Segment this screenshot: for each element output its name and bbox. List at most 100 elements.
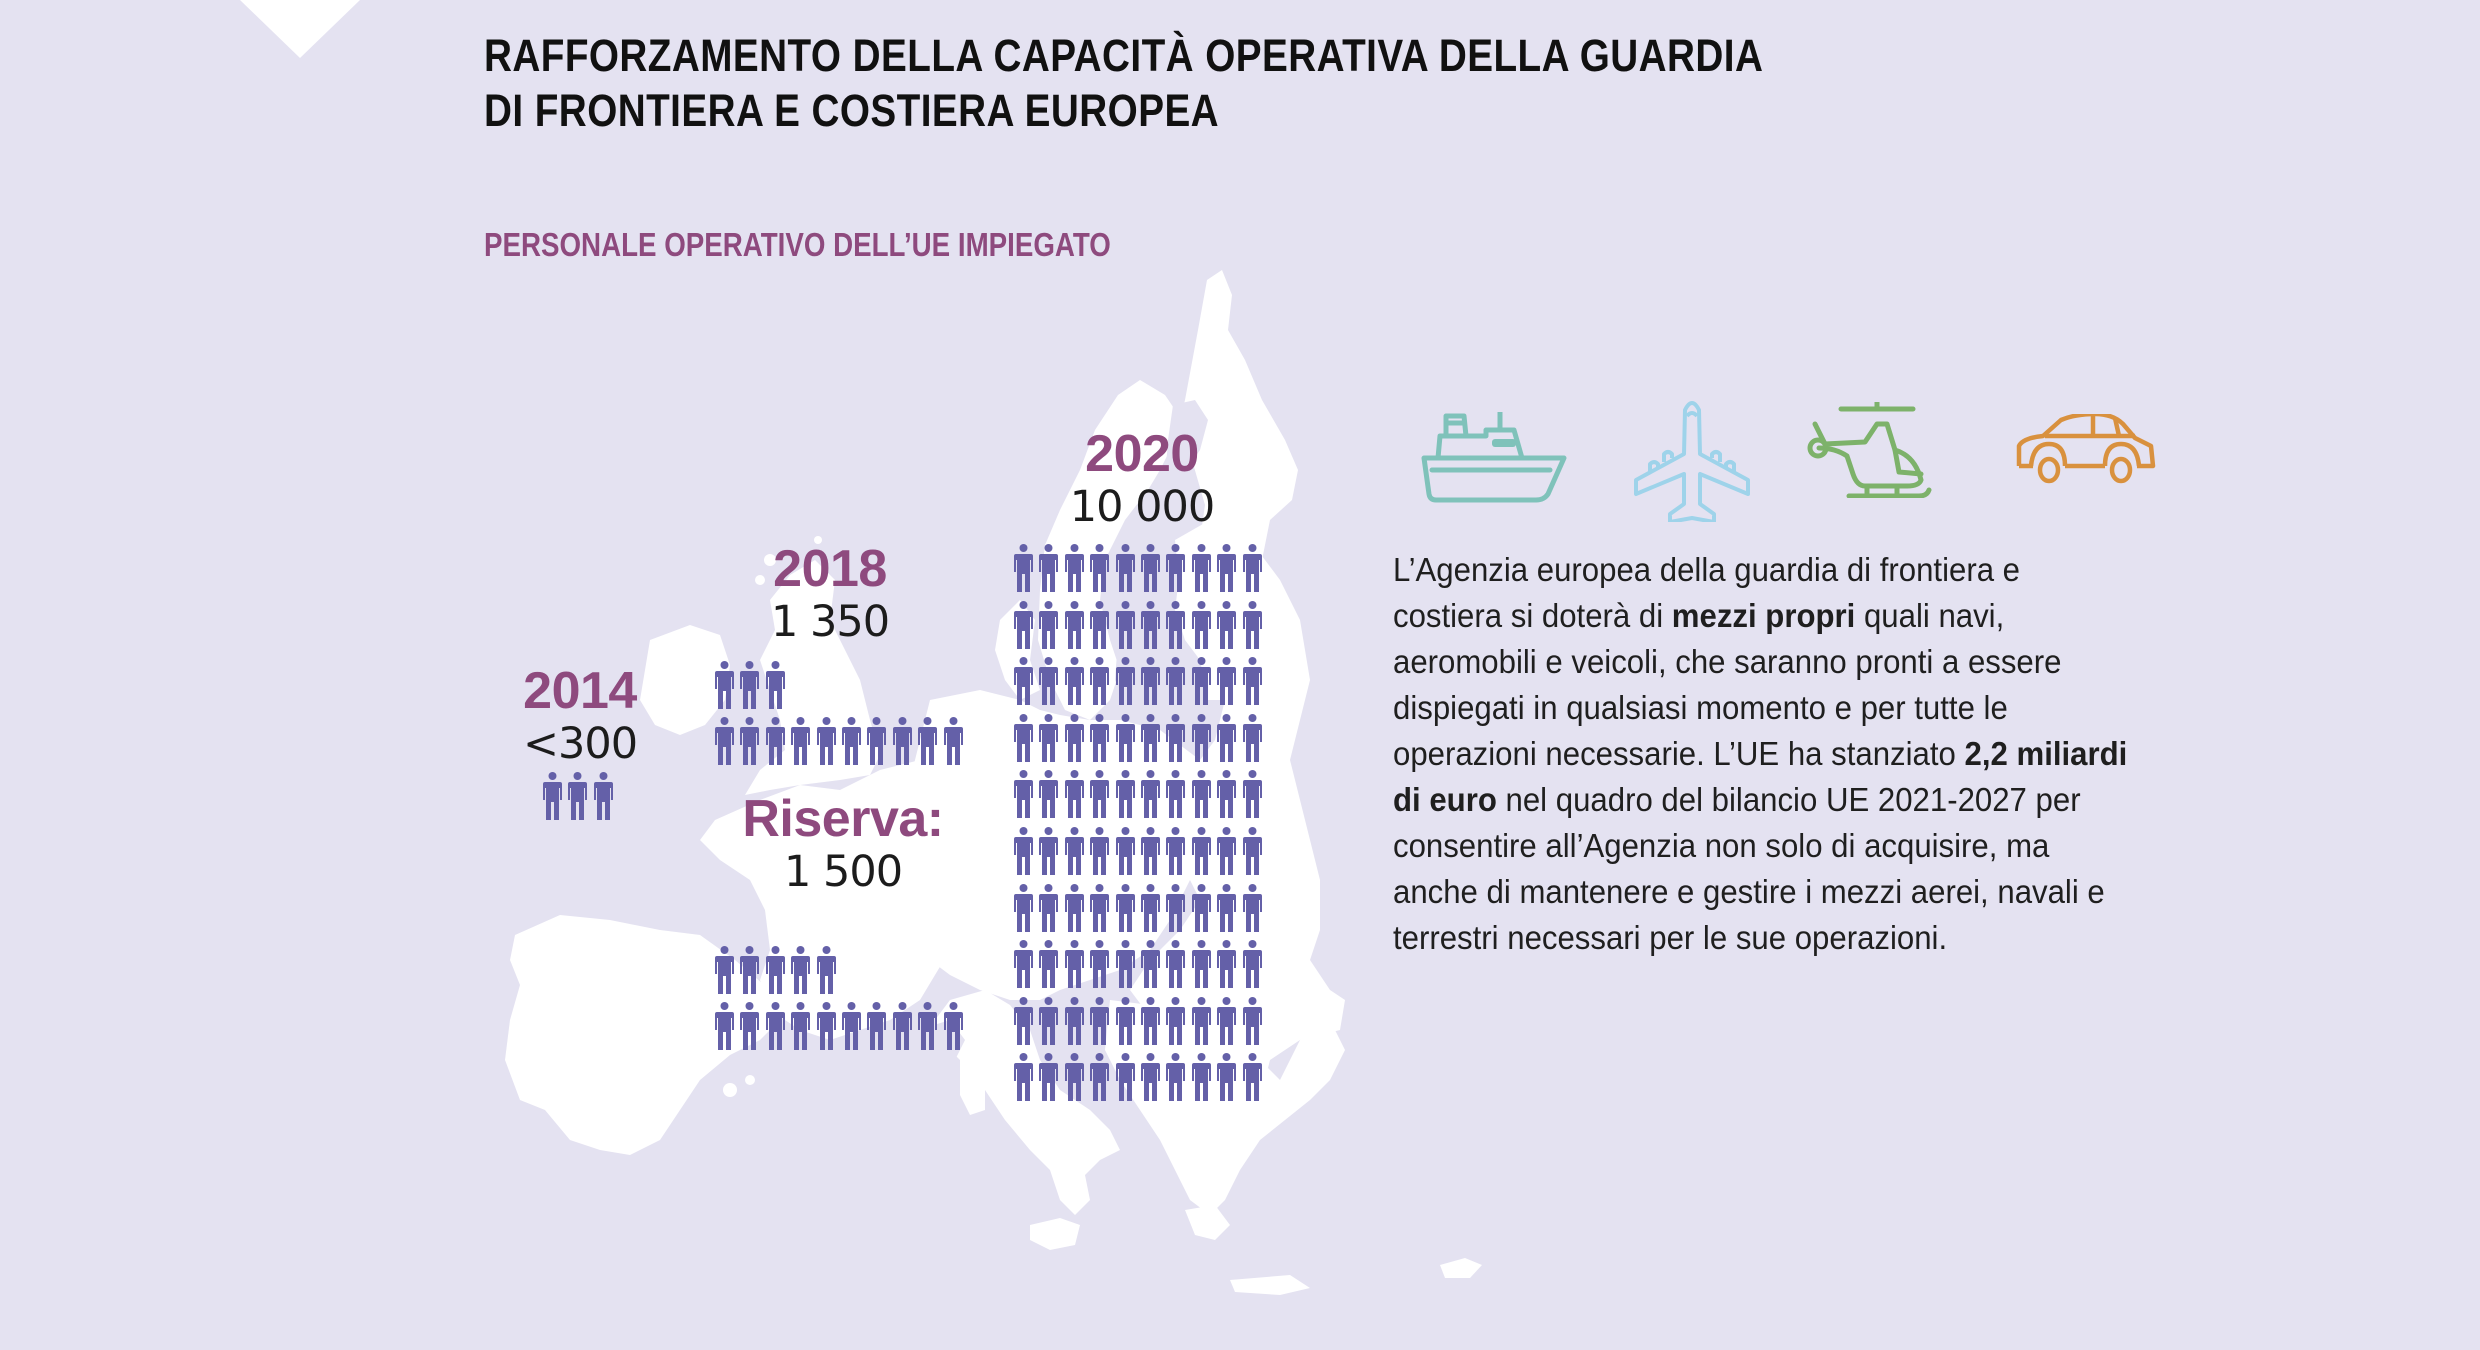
people-row bbox=[1014, 713, 1268, 762]
person-icon bbox=[1217, 713, 1242, 762]
person-icon bbox=[1140, 600, 1166, 649]
person-icon bbox=[1039, 713, 1064, 762]
person-icon bbox=[1064, 657, 1090, 706]
person-icon bbox=[1064, 940, 1090, 989]
person-icon bbox=[1191, 600, 1217, 649]
person-icon bbox=[715, 946, 740, 994]
person-icon bbox=[765, 1002, 791, 1050]
person-icon bbox=[1166, 827, 1191, 875]
person-icon bbox=[892, 1002, 918, 1050]
person-icon bbox=[1242, 544, 1268, 592]
people-row bbox=[1014, 996, 1268, 1045]
person-icon bbox=[1090, 600, 1115, 649]
person-icon bbox=[1014, 657, 1039, 706]
person-icon bbox=[918, 1002, 943, 1050]
person-icon bbox=[1166, 1053, 1191, 1102]
people-row bbox=[715, 946, 842, 994]
people-row bbox=[1014, 883, 1268, 932]
group-2018-label: 2018 1 350 bbox=[770, 540, 890, 647]
person-icon bbox=[1014, 713, 1039, 762]
people-row bbox=[1014, 827, 1268, 875]
person-icon bbox=[1064, 600, 1090, 649]
person-icon bbox=[1140, 883, 1166, 932]
count-label: 10 000 bbox=[1069, 482, 1215, 532]
person-icon bbox=[841, 717, 867, 765]
person-icon bbox=[1090, 940, 1115, 989]
person-icon bbox=[1090, 657, 1115, 706]
person-icon bbox=[1090, 827, 1115, 875]
car-icon bbox=[2016, 414, 2156, 484]
person-icon bbox=[1014, 883, 1039, 932]
person-icon bbox=[1217, 827, 1242, 875]
helicopter-icon bbox=[1807, 402, 1932, 498]
person-icon bbox=[1140, 544, 1166, 592]
person-icon bbox=[1115, 996, 1141, 1045]
person-icon bbox=[791, 946, 816, 994]
person-icon bbox=[1166, 940, 1191, 989]
person-icon bbox=[1242, 827, 1268, 875]
person-icon bbox=[1039, 770, 1064, 819]
person-icon bbox=[740, 1002, 765, 1050]
person-icon bbox=[1191, 1053, 1217, 1102]
person-icon bbox=[1064, 827, 1090, 875]
year-label: 2020 bbox=[1085, 425, 1199, 483]
person-icon bbox=[1166, 713, 1191, 762]
person-icon bbox=[1242, 1053, 1268, 1102]
person-icon bbox=[765, 661, 791, 709]
description-paragraph: L’Agenzia europea della guardia di front… bbox=[1393, 548, 2137, 962]
person-icon bbox=[943, 717, 969, 765]
year-label: Riserva: bbox=[742, 790, 944, 848]
person-icon bbox=[1242, 657, 1268, 706]
person-icon bbox=[1191, 940, 1217, 989]
person-icon bbox=[1191, 657, 1217, 706]
person-icon bbox=[1140, 996, 1166, 1045]
ship-icon bbox=[1421, 412, 1567, 503]
person-icon bbox=[1191, 996, 1217, 1045]
year-label: 2018 bbox=[773, 540, 887, 598]
person-icon bbox=[1166, 883, 1191, 932]
person-icon bbox=[791, 1002, 816, 1050]
person-icon bbox=[1166, 770, 1191, 819]
person-icon bbox=[1014, 770, 1039, 819]
people-row bbox=[715, 717, 969, 765]
people-row bbox=[715, 1002, 969, 1050]
person-icon bbox=[568, 772, 593, 820]
person-icon bbox=[1166, 996, 1191, 1045]
person-icon bbox=[867, 1002, 892, 1050]
people-row bbox=[1014, 657, 1268, 706]
person-icon bbox=[543, 772, 568, 820]
person-icon bbox=[1166, 657, 1191, 706]
people-row bbox=[1014, 940, 1268, 989]
person-icon bbox=[1242, 770, 1268, 819]
person-icon bbox=[1115, 544, 1141, 592]
count-label: 1 350 bbox=[770, 597, 890, 647]
person-icon bbox=[892, 717, 918, 765]
person-icon bbox=[1115, 600, 1141, 649]
section-subtitle: PERSONALE OPERATIVO DELL’UE IMPIEGATO bbox=[484, 226, 1111, 263]
person-icon bbox=[1039, 657, 1064, 706]
paragraph-text-3: nel quadro del bilancio UE 2021-2027 per… bbox=[1393, 782, 2105, 957]
person-icon bbox=[1064, 883, 1090, 932]
person-icon bbox=[765, 946, 791, 994]
person-icon bbox=[1115, 713, 1141, 762]
person-icon bbox=[791, 717, 816, 765]
corner-decoration bbox=[240, 0, 360, 58]
person-icon bbox=[1090, 1053, 1115, 1102]
person-icon bbox=[593, 772, 619, 820]
person-icon bbox=[715, 1002, 740, 1050]
title-line-1: RAFFORZAMENTO DELLA CAPACITÀ OPERATIVA D… bbox=[484, 30, 1764, 81]
group-riserva-label: Riserva: 1 500 bbox=[742, 790, 944, 897]
person-icon bbox=[1242, 883, 1268, 932]
person-icon bbox=[1242, 600, 1268, 649]
person-icon bbox=[1217, 657, 1242, 706]
person-icon bbox=[918, 717, 943, 765]
person-icon bbox=[1014, 940, 1039, 989]
person-icon bbox=[1242, 996, 1268, 1045]
person-icon bbox=[1039, 827, 1064, 875]
person-icon bbox=[1014, 996, 1039, 1045]
person-icon bbox=[1115, 770, 1141, 819]
person-icon bbox=[1064, 713, 1090, 762]
person-icon bbox=[816, 717, 842, 765]
person-icon bbox=[1115, 1053, 1141, 1102]
person-icon bbox=[1191, 883, 1217, 932]
